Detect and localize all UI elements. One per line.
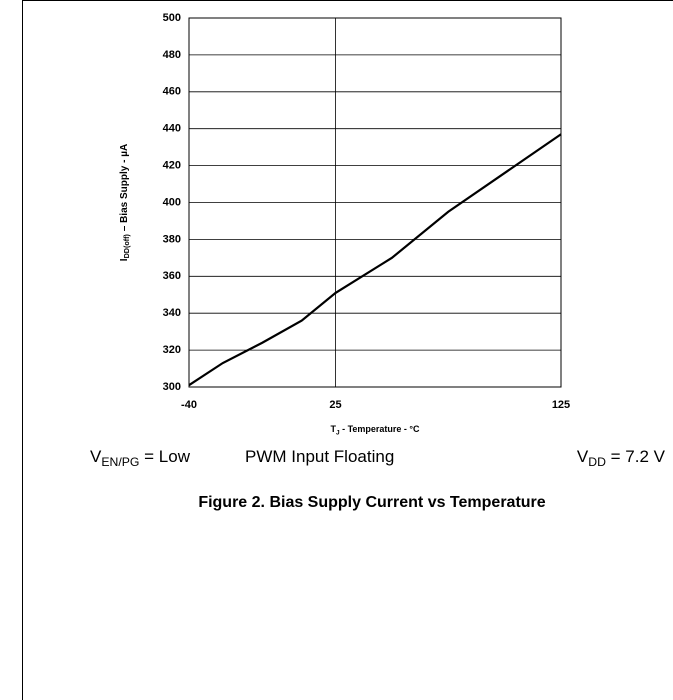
x-tick-label: 125 (552, 399, 570, 411)
x-axis-label-main: T (330, 424, 336, 434)
y-tick-label: 340 (163, 307, 181, 319)
x-tick-label: 25 (329, 399, 341, 411)
frame (22, 0, 673, 700)
y-axis-label-rest: – Bias Supply - µA (119, 144, 130, 234)
y-tick-label: 380 (163, 233, 181, 245)
y-axis-label-main: I (119, 258, 130, 261)
plot-border (188, 17, 562, 388)
y-tick-label: 480 (163, 49, 181, 61)
y-tick-label: 460 (163, 86, 181, 98)
chart-title: Figure 2. Bias Supply Current vs Tempera… (198, 494, 545, 511)
x-axis-label: TJ - Temperature - °C (330, 424, 420, 436)
x-axis-label-sub: J (336, 429, 340, 436)
x-tick-label: -40 (181, 399, 197, 411)
y-tick-label: 420 (163, 160, 181, 172)
y-tick-label: 300 (163, 381, 181, 393)
annotation-sub: DD (588, 455, 606, 469)
annotation: PWM Input Floating (245, 447, 394, 466)
annotation-main: V (90, 447, 102, 466)
annotation-main: V (577, 447, 589, 466)
y-tick-label: 500 (163, 12, 181, 24)
annotation-main: PWM Input Floating (245, 447, 394, 466)
y-tick-label: 440 (163, 123, 181, 135)
annotation-rest: = Low (139, 447, 190, 466)
y-tick-label: 400 (163, 196, 181, 208)
line-series (188, 133, 562, 387)
y-axis-label-sub: DD(off) (122, 233, 131, 258)
x-axis-label-rest: - Temperature - °C (340, 424, 420, 434)
y-tick-label: 320 (163, 344, 181, 356)
y-tick-label: 360 (163, 270, 181, 282)
annotation: VEN/PG = Low (90, 447, 191, 469)
annotation: VDD = 7.2 V (577, 447, 666, 469)
annotation-rest: = 7.2 V (606, 447, 666, 466)
annotation-sub: EN/PG (101, 455, 139, 469)
y-axis-label: IDD(off) – Bias Supply - µA (119, 144, 131, 261)
